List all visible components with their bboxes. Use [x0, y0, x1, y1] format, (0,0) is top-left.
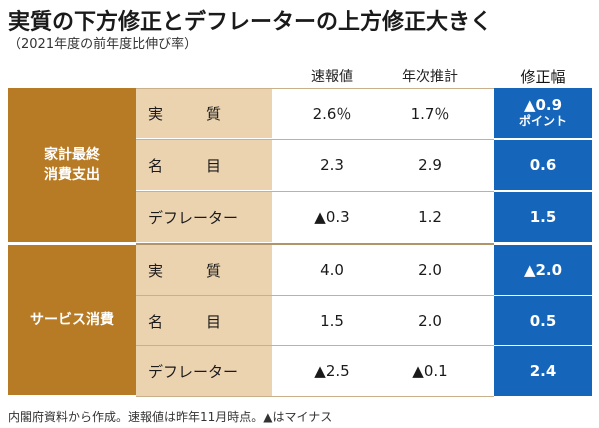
row-label-nominal: 名 目: [136, 296, 272, 346]
cell-annual: 2.9: [418, 156, 442, 174]
source-note: 内閣府資料から作成。速報値は昨年11月時点。▲はマイナス: [8, 410, 333, 424]
cell-adjustment: 0.6: [494, 140, 592, 190]
row-divider: [494, 345, 592, 346]
group-label: サービス消費: [30, 312, 114, 328]
row-label-nominal: 名 目: [136, 140, 272, 190]
cell-adjustment: ▲2.0: [494, 245, 592, 295]
group-service-consumption: サービス消費: [8, 245, 136, 395]
row-divider: [494, 191, 592, 192]
cell-annual: 2.0: [418, 312, 442, 330]
cell-preliminary: ▲2.5: [314, 362, 350, 380]
row-divider: [136, 295, 494, 296]
row-divider: [494, 295, 592, 296]
cell-preliminary: 2.3: [320, 156, 344, 174]
chart-subtitle: （2021年度の前年度比伸び率）: [8, 37, 198, 52]
row-label-deflator: デフレーター: [136, 192, 272, 242]
cell-preliminary: 1.5: [320, 312, 344, 330]
row-label-real: 実 質: [136, 245, 272, 295]
adjustment-value: ▲2.0: [523, 261, 563, 279]
table-bottom-border: [136, 396, 494, 397]
adjustment-value: ▲0.9: [523, 96, 563, 114]
group-label-line2: 消費支出: [44, 167, 100, 183]
cell-annual: 1.7％: [410, 104, 450, 123]
adjustment-unit: ポイント: [518, 114, 567, 128]
row-divider: [136, 139, 494, 140]
group-divider: [494, 243, 592, 245]
cell-preliminary: 2.6％: [312, 104, 352, 123]
adjustment-value: 1.5: [529, 208, 557, 226]
cell-annual: 1.2: [418, 208, 442, 226]
column-header-adjustment: 修正幅: [520, 68, 566, 86]
row-label-deflator: デフレーター: [136, 346, 272, 396]
cell-preliminary: 4.0: [320, 261, 344, 279]
cell-adjustment: 2.4: [494, 346, 592, 396]
cell-adjustment: 1.5: [494, 192, 592, 242]
chart-title: 実質の下方修正とデフレーターの上方修正大きく: [8, 10, 493, 35]
column-header-preliminary: 速報値: [311, 69, 353, 85]
adjustment-value: 0.6: [529, 156, 557, 174]
cell-annual: 2.0: [418, 261, 442, 279]
row-label-real: 実 質: [136, 88, 272, 138]
group-divider: [136, 243, 494, 245]
group-household-consumption: 家計最終 消費支出: [8, 88, 136, 242]
row-divider: [136, 88, 494, 89]
row-divider: [494, 139, 592, 140]
cell-adjustment: 0.5: [494, 296, 592, 346]
column-header-annual: 年次推計: [402, 69, 458, 85]
adjustment-value: 0.5: [529, 312, 557, 330]
cell-preliminary: ▲0.3: [314, 208, 350, 226]
cell-adjustment: ▲0.9 ポイント: [494, 88, 592, 138]
row-divider: [136, 191, 494, 192]
row-divider: [136, 345, 494, 346]
adjustment-value: 2.4: [529, 362, 557, 380]
group-label-line1: 家計最終: [44, 147, 100, 163]
cell-annual: ▲0.1: [412, 362, 448, 380]
